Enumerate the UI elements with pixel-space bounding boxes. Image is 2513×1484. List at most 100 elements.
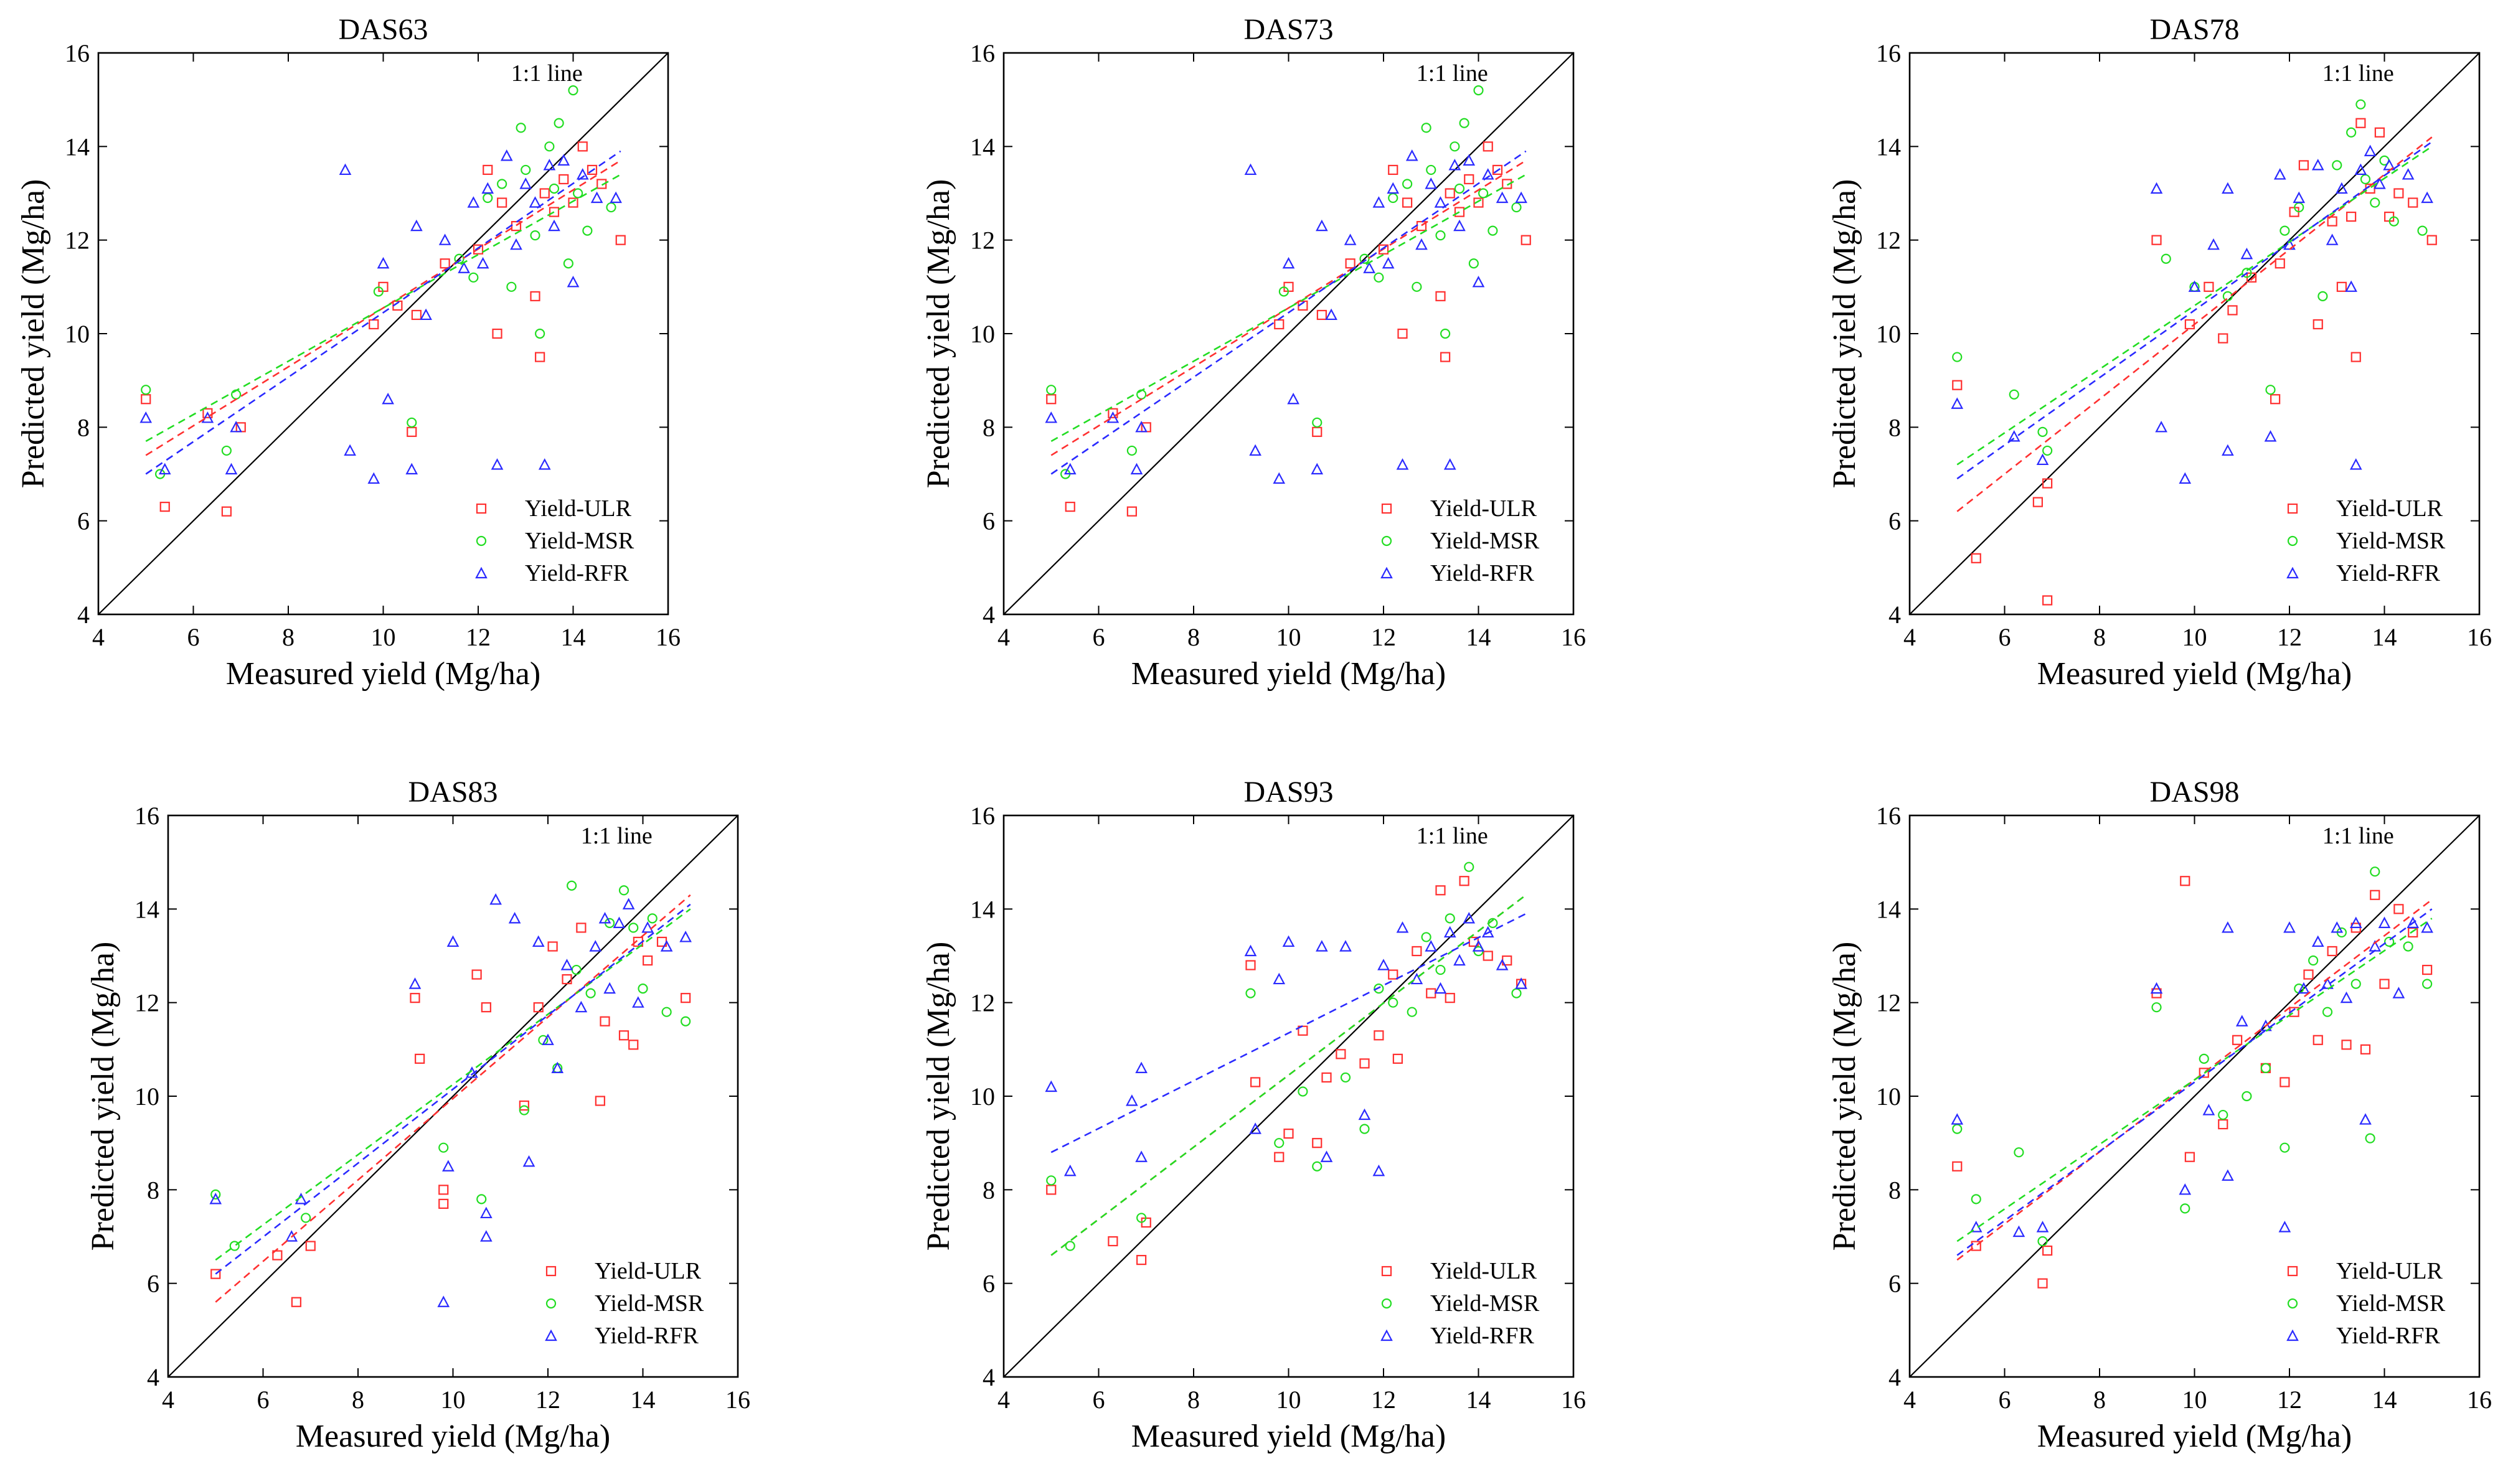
data-point [458,261,470,273]
chart-title: DAS98 [2149,776,2239,809]
data-point [1459,118,1469,128]
data-point [539,188,550,199]
data-point [596,179,607,189]
data-point [1473,197,1484,208]
legend-marker [545,1266,557,1277]
data-point [1372,1164,1385,1176]
series-yield-ulr [1046,141,1531,517]
x-tick-label: 12 [466,623,491,651]
data-point [622,898,635,909]
data-point [2265,385,2276,395]
data-point [1359,1124,1370,1134]
data-point [202,408,213,418]
data-point [1126,445,1137,456]
data-point [587,164,598,176]
data-point [1473,85,1484,96]
data-point [2360,174,2371,185]
y-tick-label: 14 [65,133,90,161]
y-tick-label: 10 [134,1082,159,1111]
data-point [1421,932,1431,942]
fit-line-yield-rfr [215,903,691,1275]
data-point [1135,420,1148,433]
data-point [1063,1164,1077,1176]
data-point [221,506,232,517]
data-point [438,1198,449,1209]
data-point [2421,921,2433,933]
data-point [1312,1161,1323,1172]
data-point [420,308,432,321]
y-tick-label: 4 [983,601,995,629]
data-point [2374,127,2385,138]
data-point [544,141,555,152]
data-point [610,191,622,204]
legend-label: Yield-MSR [1430,528,1540,554]
data-point [1372,196,1385,208]
data-point [585,988,596,998]
fit-line-yield-msr [215,908,691,1261]
y-tick-label: 4 [1888,601,1901,629]
y-tick-label: 8 [983,1176,995,1204]
data-point [407,426,417,437]
data-point [1521,235,1531,245]
data-point [560,959,573,970]
fit-line-yield-ulr [1050,159,1527,456]
data-point [1382,256,1395,269]
data-point [1108,408,1118,418]
x-tick-label: 14 [1466,623,1491,651]
data-point [344,444,356,456]
data-point [1464,862,1474,872]
data-point [562,974,572,985]
legend-label: Yield-MSR [1430,1290,1540,1317]
data-point [1046,394,1057,405]
data-point [2184,1152,2195,1162]
data-point [2340,991,2353,1003]
data-point [2408,197,2418,208]
fit-line-yield-msr [1050,174,1527,443]
series-yield-ulr [1952,876,2433,1289]
data-point [468,272,479,283]
data-point [2392,987,2405,998]
data-point [1453,954,1466,966]
y-tick-label: 4 [983,1363,995,1391]
legend: Yield-ULR Yield-MSR Yield-RFR [2286,495,2446,586]
data-point [2311,159,2324,171]
data-point [225,463,238,475]
data-point [415,1053,425,1064]
data-point [491,458,504,470]
y-tick-label: 4 [77,601,90,629]
fit-line-yield-msr [145,174,621,443]
legend-marker [475,566,488,579]
y-tick-label: 12 [134,989,159,1017]
x-tick-label: 16 [1561,623,1586,651]
data-point [2280,1142,2290,1153]
data-point [2012,1225,2025,1237]
legend-label: Yield-MSR [2336,528,2446,554]
x-tick-label: 10 [1276,623,1301,651]
data-point [1282,256,1295,269]
data-point [1405,149,1418,161]
legend-label: Yield-RFR [2336,1323,2440,1349]
data-point [442,1160,455,1172]
data-point [559,174,569,185]
data-point [2336,182,2348,194]
y-tick-label: 8 [1888,413,1901,441]
y-axis-label: Predicted yield (Mg/ha) [921,942,956,1251]
data-point [2222,921,2234,933]
data-point [2179,472,2192,484]
data-point [1136,1254,1147,1266]
y-axis-label: Predicted yield (Mg/ha) [16,179,51,489]
data-point [2207,238,2220,250]
x-tick-label: 12 [535,1386,560,1414]
data-point [1245,960,1256,970]
data-point [2180,1203,2190,1214]
data-point [1388,164,1398,176]
fit-line-yield-rfr [1050,150,1527,475]
data-point [1971,1194,1981,1205]
data-point [471,969,482,980]
x-tick-label: 14 [2372,1386,2397,1414]
data-point [210,1269,221,1279]
data-point [533,1002,544,1013]
data-point [2313,1035,2323,1045]
data-point [1320,1150,1333,1162]
y-tick-label: 14 [1876,133,1901,161]
